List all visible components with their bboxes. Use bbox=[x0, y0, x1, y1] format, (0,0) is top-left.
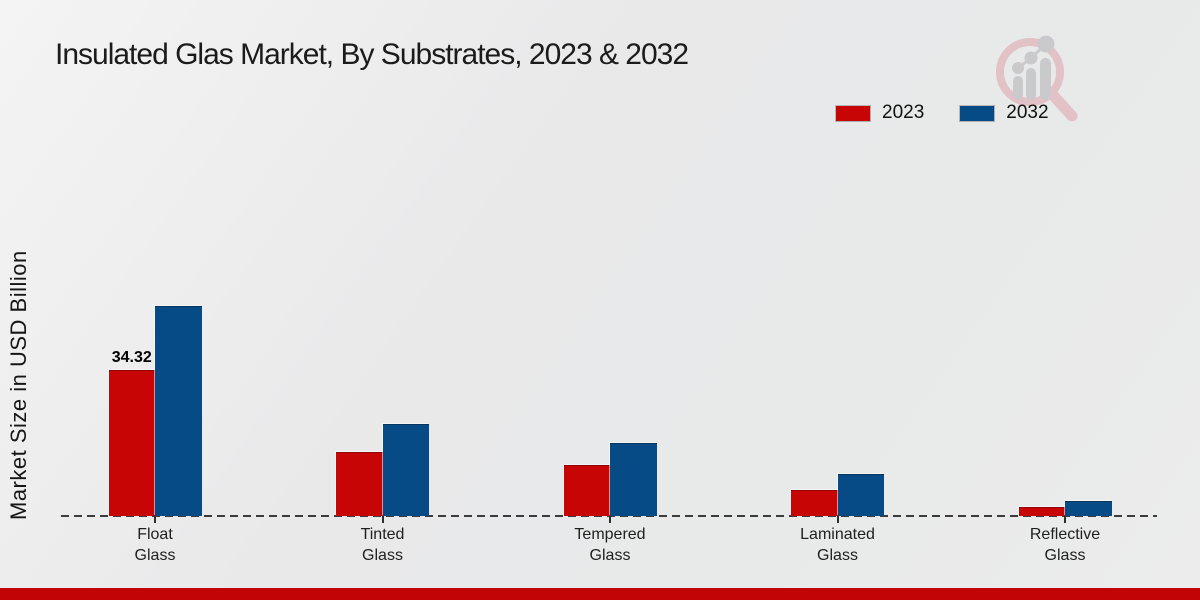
data-label-2023-float-glass: 34.32 bbox=[111, 349, 152, 366]
x-axis-tick-laminated-glass bbox=[836, 516, 839, 523]
bar-2023-float-glass bbox=[108, 370, 155, 516]
x-axis-tick-reflective-glass bbox=[1064, 516, 1066, 523]
chart-title: Insulated Glas Market, By Substrates, 20… bbox=[55, 38, 689, 71]
legend-item-2032: 2032 bbox=[960, 102, 1049, 124]
legend-swatch-2032 bbox=[960, 105, 995, 121]
legend-item-2023: 2023 bbox=[836, 102, 924, 124]
bar-2032-tempered-glass bbox=[610, 443, 657, 516]
x-axis-label-tempered-glass: Tempered Glass bbox=[574, 526, 646, 564]
x-axis-label-laminated-glass: Laminated Glass bbox=[800, 526, 875, 564]
legend-swatch-2023 bbox=[836, 105, 870, 121]
bar-2032-float-glass bbox=[155, 306, 202, 516]
x-axis-label-tinted-glass: Tinted Glass bbox=[360, 526, 405, 564]
bar-2023-tinted-glass bbox=[336, 452, 383, 516]
x-axis-label-reflective-glass: Reflective Glass bbox=[1029, 526, 1101, 564]
magnifier-icon bbox=[996, 38, 1078, 122]
bar-2023-tempered-glass bbox=[563, 465, 610, 516]
x-axis-tick-tinted-glass bbox=[381, 516, 384, 523]
bar-2032-tinted-glass bbox=[382, 424, 429, 516]
legend-label-2032: 2032 bbox=[1006, 102, 1049, 123]
footer-accent-bar bbox=[0, 588, 1200, 600]
growth-bars-icon bbox=[1012, 35, 1055, 100]
x-axis-tick-tempered-glass bbox=[609, 516, 611, 523]
y-axis-title: Market Size in USD Billion bbox=[6, 250, 31, 520]
bar-2023-laminated-glass bbox=[791, 490, 838, 516]
bar-2032-reflective-glass bbox=[1065, 501, 1112, 516]
brand-watermark-logo bbox=[996, 35, 1078, 122]
bar-2032-laminated-glass bbox=[837, 474, 884, 516]
x-axis-label-float-glass: Float Glass bbox=[134, 526, 176, 564]
bar-2023-reflective-glass bbox=[1018, 507, 1065, 516]
x-axis-tick-float-glass bbox=[154, 516, 156, 523]
legend-label-2023: 2023 bbox=[882, 102, 925, 123]
legend: 2023 2032 bbox=[836, 102, 1049, 124]
